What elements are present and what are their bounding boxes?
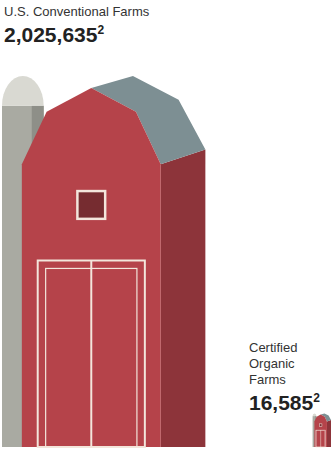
value-number: 16,585 (249, 391, 314, 414)
silo-dome (2, 76, 44, 106)
label-line: Farms (249, 372, 286, 387)
marks (2, 76, 331, 447)
barn-front (22, 88, 161, 447)
labels: U.S. Conventional Farms2,025,6352Certifi… (4, 4, 320, 414)
value-number: 2,025,635 (4, 23, 98, 46)
label-line: Certified (249, 340, 297, 355)
barn-window (77, 191, 105, 219)
chart-svg: U.S. Conventional Farms2,025,6352Certifi… (0, 0, 335, 450)
label-line: U.S. Conventional Farms (4, 4, 150, 19)
barn-door-line (320, 430, 321, 447)
barn-side (327, 420, 331, 447)
label-line: Organic (249, 356, 295, 371)
barn (2, 76, 205, 447)
value-label: 16,5852 (249, 391, 320, 414)
barn-front (314, 415, 327, 447)
category-label: U.S. Conventional Farms (4, 4, 150, 19)
footnote-mark: 2 (313, 391, 320, 405)
footnote-mark: 2 (97, 23, 104, 37)
barn-door (316, 430, 326, 447)
barn-door (38, 261, 145, 447)
barn-door-frame (317, 431, 325, 447)
chart-container: U.S. Conventional Farms2,025,6352Certifi… (0, 0, 335, 450)
value-label: 2,025,6352 (4, 23, 104, 46)
barn-side (161, 149, 206, 447)
category-label: CertifiedOrganicFarms (249, 340, 297, 387)
barn-door-frame (46, 268, 137, 447)
barn (313, 413, 331, 447)
barn-door-line (90, 261, 92, 447)
barn-window (319, 424, 322, 427)
